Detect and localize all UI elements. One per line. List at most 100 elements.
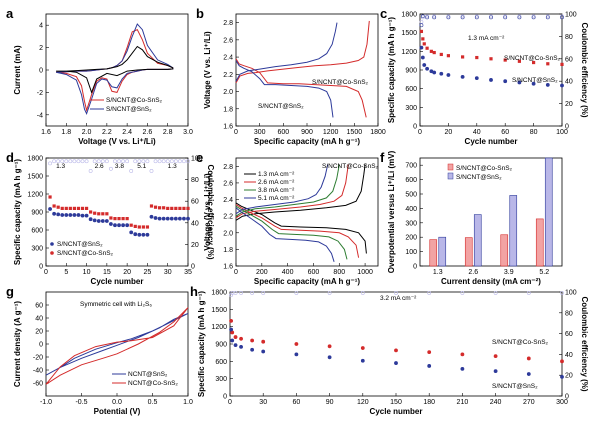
y-tick-label: -40: [33, 368, 43, 375]
data-point: [101, 212, 105, 216]
data-point: [427, 364, 432, 368]
data-point: [56, 159, 61, 164]
data-point: [157, 216, 162, 221]
data-point: [327, 344, 332, 349]
x-tick-label: 5.2: [539, 269, 549, 276]
data-point: [145, 225, 150, 229]
y-tick-label: 1500: [401, 30, 417, 37]
data-point: [517, 80, 522, 85]
y-tick-label: 2.8: [223, 20, 233, 27]
data-point: [422, 42, 426, 46]
data-point: [432, 14, 437, 19]
x-tick-label: 25: [144, 269, 152, 276]
data-point: [117, 217, 121, 221]
rate-label: 5.1: [137, 163, 146, 170]
y-tick-label: 900: [405, 68, 417, 75]
bar-1.3-co-sns2: [429, 239, 438, 267]
data-point: [80, 159, 85, 164]
x-tick-label: 1.0: [183, 399, 193, 406]
panel-b: b 0 300 600 900 1200 1500 1800 1.6 1.8 2.0 2.2 2.4 2.…: [196, 6, 386, 146]
data-point: [394, 291, 398, 295]
y2-tick-label: 80: [565, 310, 573, 317]
plot-frame: [235, 157, 379, 267]
y-axis-label: Current (mA): [13, 45, 22, 95]
data-point: [526, 356, 531, 361]
data-point: [96, 219, 101, 223]
data-point: [145, 232, 150, 237]
data-point: [89, 210, 93, 214]
data-point: [52, 211, 57, 216]
y-tick-label: 1500: [27, 174, 43, 181]
data-point: [394, 361, 398, 365]
series-line-2: [56, 45, 174, 94]
x-tick-label: 10: [83, 269, 91, 276]
data-point: [60, 206, 64, 210]
y2-axis-label: Coulombic efficiency (%): [580, 296, 589, 391]
data-point: [503, 14, 508, 19]
data-point: [76, 206, 81, 210]
x-axis-label: Specific capacity (mA h g⁻¹): [254, 277, 361, 286]
data-point: [129, 223, 133, 227]
panel-f: f 1.3 2.6 3.9 5.2 0 100 200 300 400 500 600 700 Curre…: [380, 150, 563, 286]
data-point: [261, 349, 266, 354]
annotation: S/NCNT@Co-SnS₂: [492, 339, 549, 346]
y-tick-label: 600: [215, 359, 227, 366]
legend-swatch: [447, 163, 454, 171]
y-tick-label: 1.8: [223, 247, 233, 254]
x-axis-label: Current density (mA cm⁻²): [441, 277, 541, 286]
annotation: S/NCNT@SnS₂: [492, 383, 538, 390]
data-point: [153, 205, 158, 209]
x-tick-label: 35: [184, 269, 192, 276]
y-axis-label: Current density (A g⁻¹): [13, 301, 22, 387]
y-tick-label: 100: [405, 249, 417, 256]
y-tick-label: 900: [31, 210, 43, 217]
y-tick-label: 60: [35, 303, 43, 310]
x-tick-label: 2.8: [163, 129, 173, 136]
x-tick-label: 210: [457, 399, 469, 406]
data-point: [250, 291, 255, 295]
data-point: [545, 15, 550, 20]
data-point: [489, 57, 493, 61]
data-point: [93, 211, 97, 215]
bar-3.9-co-sns2: [500, 234, 509, 267]
data-point: [432, 50, 436, 55]
y-tick-label: 0: [413, 264, 417, 271]
data-point: [531, 14, 536, 19]
y-axis-label: Voltage (V vs. Li⁺/Li): [203, 31, 212, 109]
data-point: [294, 352, 299, 357]
y-tick-label: 2.8: [223, 164, 233, 171]
y-tick-label: 0: [223, 394, 227, 401]
y-tick-label: 2.2: [223, 214, 233, 221]
y2-tick-label: 60: [565, 56, 573, 63]
data-point: [92, 159, 97, 164]
annotation: S/NCNT@Co-SnS₂: [312, 79, 369, 86]
x-tick-label: 3.0: [183, 129, 193, 136]
y-tick-label: 0: [39, 68, 43, 75]
data-point: [137, 159, 142, 164]
series-line-1: [235, 20, 370, 84]
data-point: [233, 291, 238, 295]
x-tick-label: 240: [490, 399, 502, 406]
chart-title: Symmetric cell with Li₂S₆: [80, 301, 152, 308]
data-point: [84, 206, 89, 210]
data-point: [239, 336, 243, 341]
data-point: [446, 73, 451, 77]
plot-frame: [419, 13, 563, 127]
x-tick-label: 600: [277, 129, 289, 136]
x-tick-label: 0.0: [112, 399, 122, 406]
data-point: [137, 232, 142, 237]
data-point: [113, 217, 117, 221]
panel-label: a: [6, 6, 14, 21]
x-tick-label: 2.6: [468, 269, 478, 276]
data-point: [182, 216, 186, 221]
data-point: [427, 291, 432, 295]
x-tick-label: 180: [423, 399, 435, 406]
data-point: [229, 327, 234, 332]
data-point: [170, 206, 174, 210]
data-point: [92, 218, 97, 223]
panel-c: c0 20 40 60 80 100030060090012001500180002040…: [380, 6, 589, 146]
data-point: [360, 291, 365, 295]
data-point: [474, 14, 479, 19]
x-tick-label: 0: [44, 269, 48, 276]
y-tick-label: 2: [39, 45, 43, 52]
